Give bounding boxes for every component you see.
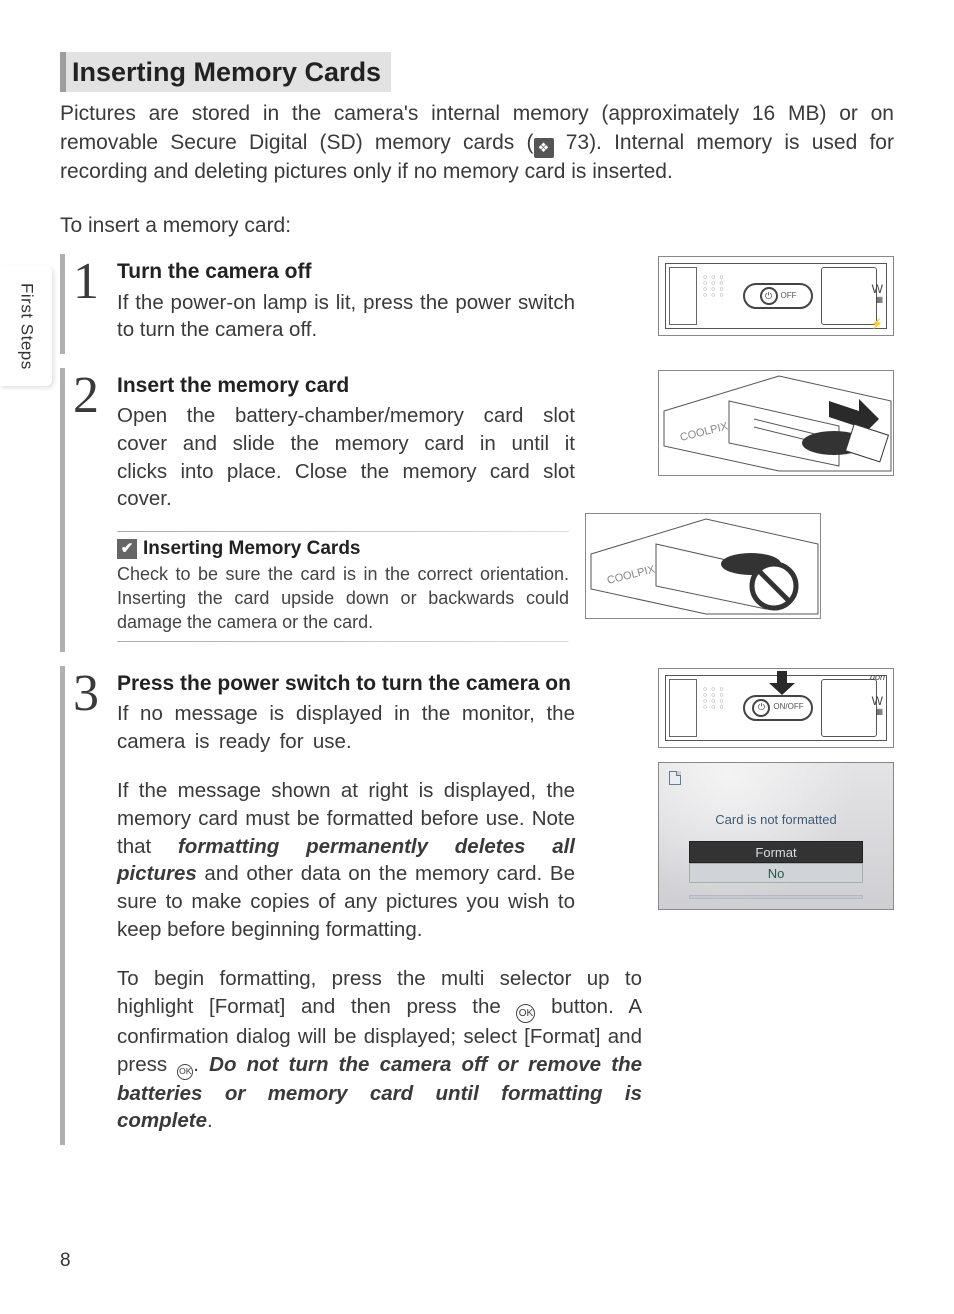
illustration-camera-off: ○ ○ ○ ○ ○ ○ ○ ○ ○ ○ ○ ○ ⏻ OFF W ▦ ⚡ xyxy=(658,256,894,336)
sd-card-icon xyxy=(669,771,681,785)
page-ref-number: 73 xyxy=(566,131,589,154)
step-number: 3 xyxy=(73,668,107,1135)
step-body: To begin formatting, press the multi sel… xyxy=(117,965,642,1135)
onoff-label: ON/OFF xyxy=(773,702,803,713)
brand-label: COOLPIX xyxy=(606,563,657,587)
text: . xyxy=(207,1109,213,1132)
screen-bar xyxy=(689,895,863,899)
brand-label: COOLPIX xyxy=(679,420,730,444)
dots-icon: ○ ○ ○ ○ ○ ○ ○ ○ ○ ○ ○ ○ xyxy=(703,275,725,299)
text: . xyxy=(193,1053,209,1076)
step-number: 2 xyxy=(73,370,107,513)
step-body: Open the battery-chamber/memory card slo… xyxy=(117,402,575,513)
illustration-insert-card: COOLPIX xyxy=(658,370,894,476)
insert-card-svg: COOLPIX xyxy=(659,371,894,476)
illustration-wrong-orientation: COOLPIX xyxy=(585,513,821,619)
step-heading: Insert the memory card xyxy=(117,372,642,400)
step-number: 1 xyxy=(73,256,107,344)
step-3: 3 Press the power switch to turn the cam… xyxy=(60,666,894,1145)
grid-icon: ▦ xyxy=(875,295,883,306)
ok-button-icon: OK xyxy=(177,1064,193,1080)
check-icon: ✔ xyxy=(117,539,137,559)
lead-paragraph: To insert a memory card: xyxy=(60,212,894,240)
illustration-format-screen: Card is not formatted Format No xyxy=(658,762,894,910)
note-body: Check to be sure the card is in the corr… xyxy=(117,562,569,635)
intro-paragraph: Pictures are stored in the camera's inte… xyxy=(60,100,894,185)
step-2: 2 Insert the memory card Open the batter… xyxy=(60,368,894,652)
page-content: Inserting Memory Cards Pictures are stor… xyxy=(60,52,894,1145)
no-option: No xyxy=(689,863,863,883)
intro-text: igital (SD) memory cards ( xyxy=(264,131,533,154)
screen-message: Card is not formatted xyxy=(659,811,893,829)
step-body: If the message shown at right is display… xyxy=(117,777,575,943)
step-heading: Turn the camera off xyxy=(117,258,642,286)
intro-caps-s: S xyxy=(170,131,184,154)
wrong-orient-svg: COOLPIX xyxy=(586,514,821,619)
dots-icon: ○ ○ ○ ○ ○ ○ ○ ○ ○ ○ ○ ○ xyxy=(703,687,725,711)
step-heading: Press the power switch to turn the camer… xyxy=(117,670,642,698)
power-switch-icon: ⏻ OFF xyxy=(743,283,813,309)
step-body: If no message is displayed in the monito… xyxy=(117,700,575,755)
intro-caps-d: D xyxy=(249,131,264,154)
side-tab: First Steps xyxy=(0,266,52,386)
page-number: 8 xyxy=(60,1248,71,1274)
power-icon: ⏻ xyxy=(752,699,770,717)
intro-text: ecure xyxy=(184,131,249,154)
step-body: If the power-on lamp is lit, press the p… xyxy=(117,289,575,344)
page-title: Inserting Memory Cards xyxy=(60,52,391,92)
power-icon: ⏻ xyxy=(760,287,778,305)
step-1: 1 Turn the camera off If the power-on la… xyxy=(60,254,894,354)
illustration-stack: ○ ○ ○ ○ ○ ○ ○ ○ ○ ○ ○ ○ ⏻ ON/OFF W ▦ uon xyxy=(658,668,894,910)
bolt-icon: ⚡ xyxy=(871,318,883,332)
side-tab-label: First Steps xyxy=(15,283,38,370)
note-heading: Inserting Memory Cards xyxy=(143,536,361,562)
ok-button-icon: OK xyxy=(516,1004,535,1023)
format-option: Format xyxy=(689,841,863,863)
grid-icon: ▦ xyxy=(875,707,883,718)
illustration-camera-on: ○ ○ ○ ○ ○ ○ ○ ○ ○ ○ ○ ○ ⏻ ON/OFF W ▦ uon xyxy=(658,668,894,748)
warning-note: ✔ Inserting Memory Cards Check to be sur… xyxy=(65,531,569,642)
power-switch-icon: ⏻ ON/OFF xyxy=(743,695,813,721)
off-label: OFF xyxy=(781,291,797,302)
page-ref-icon: ❖ xyxy=(534,138,554,158)
